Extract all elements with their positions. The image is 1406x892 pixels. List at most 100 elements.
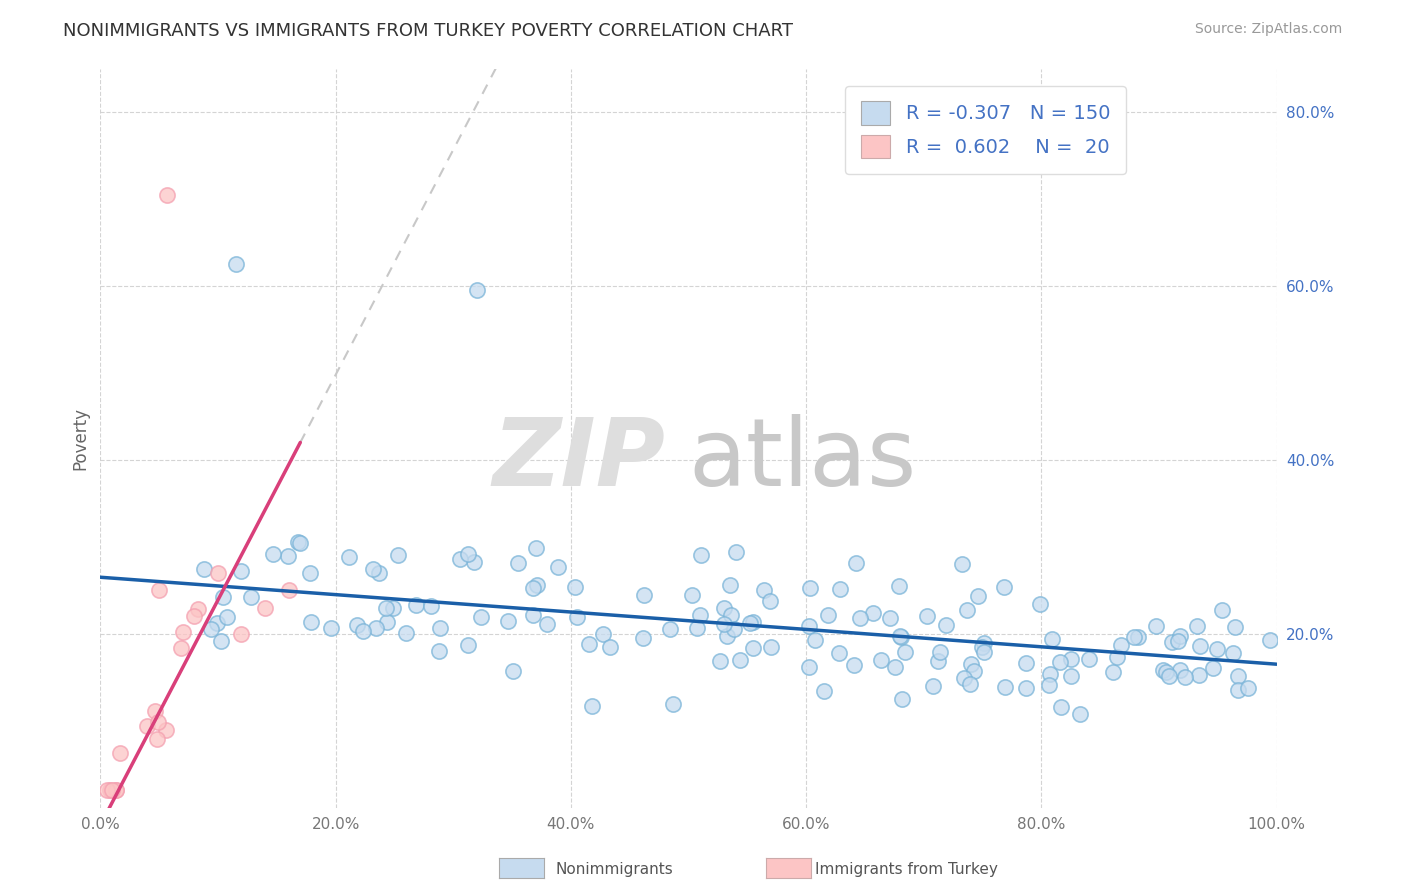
Point: [718, 577, 741, 591]
Point: [1223, 620, 1246, 634]
Point: [752, 582, 775, 597]
Point: [741, 640, 763, 655]
Point: [890, 630, 912, 644]
Point: [713, 617, 735, 632]
Point: [741, 615, 763, 630]
Point: [98, 783, 121, 797]
Point: [1222, 646, 1244, 660]
Point: [890, 692, 912, 706]
Point: [828, 646, 851, 660]
Point: [457, 548, 479, 562]
Point: [578, 637, 600, 651]
Point: [522, 607, 544, 622]
Text: Immigrants from Turkey: Immigrants from Turkey: [815, 863, 998, 877]
Point: [1258, 633, 1281, 648]
Point: [1101, 665, 1123, 679]
Point: [862, 606, 884, 620]
Point: [915, 609, 938, 624]
Point: [457, 638, 479, 652]
Point: [193, 562, 215, 576]
Point: [599, 640, 621, 654]
Point: [205, 615, 228, 630]
Point: [1105, 650, 1128, 665]
Point: [956, 602, 979, 616]
Point: [352, 624, 374, 638]
Point: [187, 602, 209, 616]
Point: [1168, 629, 1191, 643]
Point: [148, 583, 170, 598]
Point: [1015, 656, 1038, 670]
Point: [681, 588, 703, 602]
Point: [686, 621, 709, 635]
Point: [1049, 655, 1071, 669]
Point: [146, 731, 169, 746]
Point: [346, 618, 368, 632]
Point: [1211, 603, 1233, 617]
Point: [96, 783, 118, 797]
Point: [108, 746, 131, 760]
Point: [502, 664, 524, 678]
Point: [738, 615, 761, 630]
Point: [172, 625, 194, 640]
Point: [592, 627, 614, 641]
Point: [1168, 663, 1191, 677]
Point: [929, 644, 952, 658]
Point: [382, 601, 405, 615]
Point: [804, 633, 827, 648]
Point: [1157, 669, 1180, 683]
Point: [813, 684, 835, 698]
Point: [420, 599, 443, 613]
Point: [209, 633, 232, 648]
Point: [470, 610, 492, 624]
Point: [429, 622, 451, 636]
Legend: R = -0.307   N = 150, R =  0.602    N =  20: R = -0.307 N = 150, R = 0.602 N = 20: [845, 86, 1126, 174]
Point: [463, 555, 485, 569]
Point: [879, 611, 901, 625]
Point: [1152, 663, 1174, 677]
Point: [720, 607, 742, 622]
Point: [953, 671, 976, 685]
Point: [1185, 618, 1208, 632]
Text: Source: ZipAtlas.com: Source: ZipAtlas.com: [1195, 22, 1343, 37]
Point: [526, 578, 548, 592]
Point: [709, 653, 731, 667]
Point: [183, 609, 205, 624]
Point: [277, 549, 299, 563]
Point: [1111, 638, 1133, 652]
Point: [253, 600, 276, 615]
Point: [1227, 683, 1250, 698]
Point: [1077, 652, 1099, 666]
Point: [1167, 633, 1189, 648]
Point: [337, 550, 360, 565]
Point: [319, 621, 342, 635]
Point: [1188, 668, 1211, 682]
Point: [288, 536, 311, 550]
Point: [828, 582, 851, 597]
Point: [581, 698, 603, 713]
Point: [1040, 632, 1063, 646]
Text: NONIMMIGRANTS VS IMMIGRANTS FROM TURKEY POVERTY CORRELATION CHART: NONIMMIGRANTS VS IMMIGRANTS FROM TURKEY …: [63, 22, 793, 40]
Point: [884, 660, 907, 674]
Point: [889, 629, 911, 643]
Point: [1015, 681, 1038, 695]
Text: ZIP: ZIP: [492, 414, 665, 507]
Point: [101, 783, 124, 797]
Point: [375, 600, 398, 615]
Point: [225, 257, 247, 271]
Point: [1029, 597, 1052, 611]
Point: [239, 590, 262, 604]
Point: [633, 588, 655, 602]
Point: [690, 548, 713, 562]
Point: [1060, 652, 1083, 666]
Point: [387, 548, 409, 562]
Point: [200, 622, 222, 636]
Point: [849, 611, 872, 625]
Point: [724, 545, 747, 559]
Point: [536, 616, 558, 631]
Point: [1236, 681, 1258, 695]
Point: [797, 619, 820, 633]
Point: [799, 581, 821, 595]
Point: [212, 590, 235, 604]
Point: [1144, 619, 1167, 633]
Text: Nonimmigrants: Nonimmigrants: [555, 863, 673, 877]
